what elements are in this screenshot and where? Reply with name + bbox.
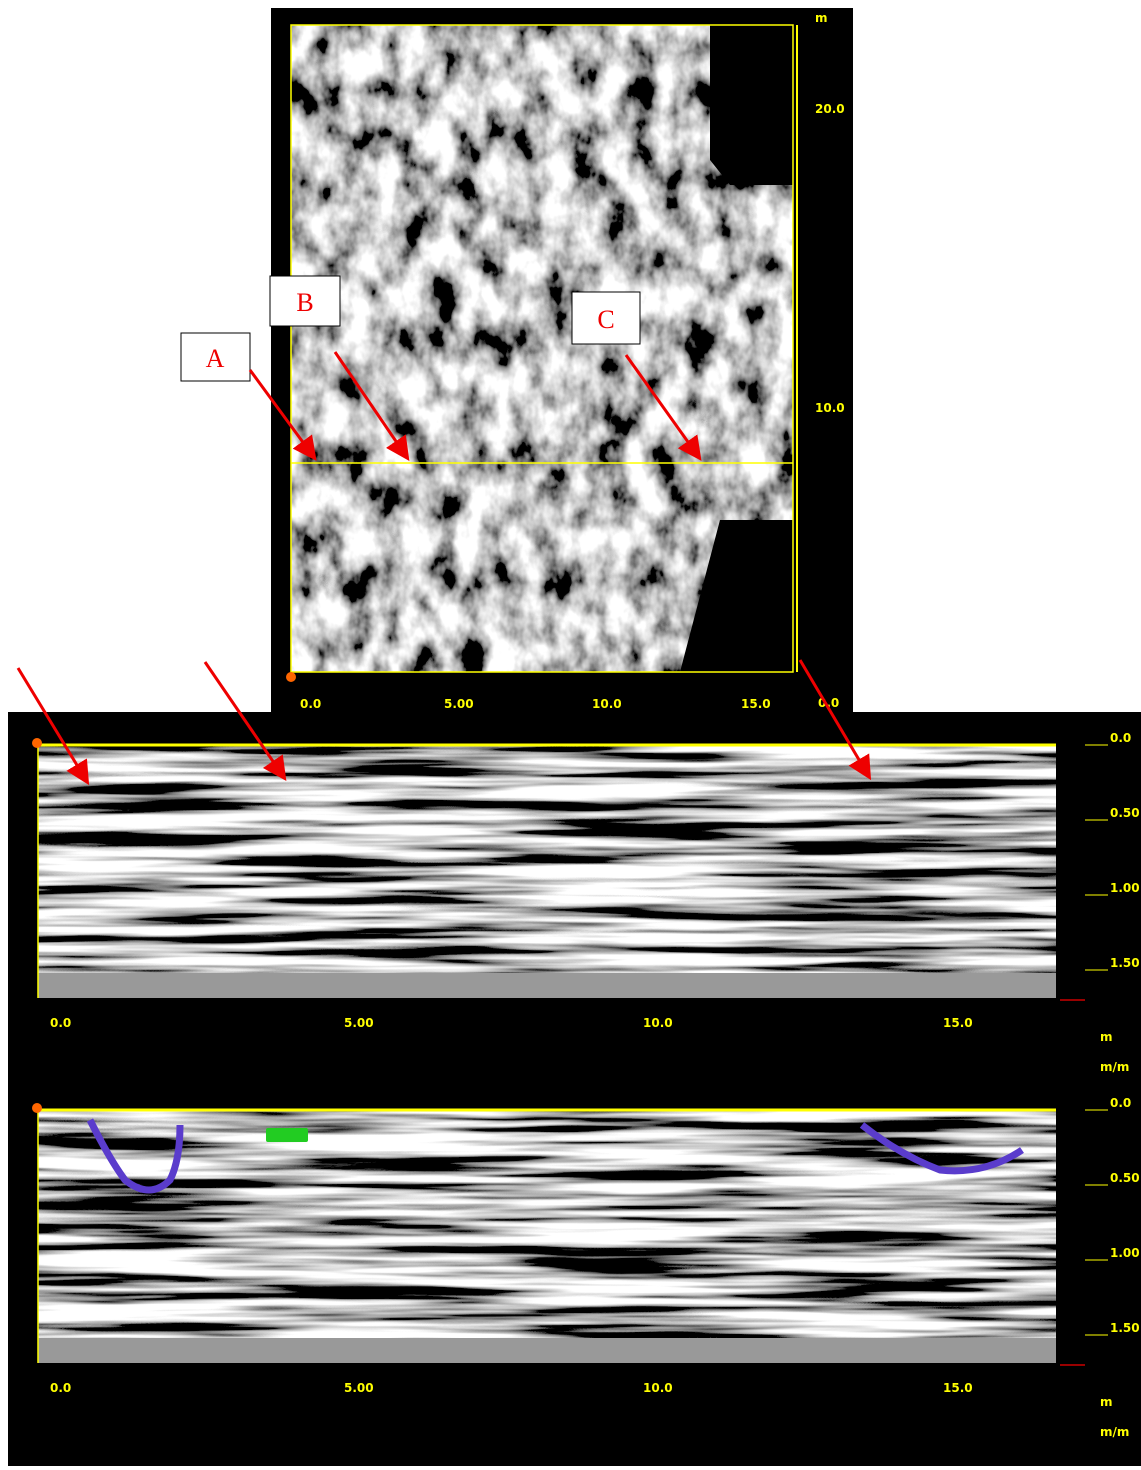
ground-band — [38, 973, 1056, 998]
unit-label: m/m — [1100, 1425, 1129, 1439]
x-tick-label: 10.0 — [643, 1381, 673, 1395]
marker-label: B — [296, 288, 313, 317]
depth-tick-label: 0.50 — [1110, 1171, 1140, 1185]
x-tick-label: 15.0 — [943, 1381, 973, 1395]
x-tick-label: 15.0 — [741, 697, 771, 711]
radargram — [38, 1110, 1056, 1340]
depth-tick-label: 10.0 — [815, 401, 845, 415]
x-tick-label: 5.00 — [344, 1016, 374, 1030]
origin-dot — [32, 738, 42, 748]
x-tick-label: 10.0 — [643, 1016, 673, 1030]
marker-label: C — [597, 305, 614, 334]
x-tick-label: 5.00 — [344, 1381, 374, 1395]
depth-tick-label: 1.00 — [1110, 1246, 1140, 1260]
x-tick-label: 10.0 — [592, 697, 622, 711]
marker-label: A — [206, 344, 225, 373]
ground-band — [38, 1338, 1056, 1363]
unit-label: m/m — [1100, 1060, 1129, 1074]
depth-tick-label: 1.50 — [1110, 956, 1140, 970]
x-tick-label: 0.0 — [300, 697, 321, 711]
depth-tick-label: 0.50 — [1110, 806, 1140, 820]
depth-tick-label: 20.0 — [815, 102, 845, 116]
unit-label: m — [1100, 1030, 1113, 1044]
figure: m 20.0 10.0 0.0 0.0 5.00 10.0 15.0 A B C… — [0, 0, 1141, 1466]
x-tick-label: 0.0 — [50, 1016, 71, 1030]
depth-tick-label: 1.50 — [1110, 1321, 1140, 1335]
depth-tick-label: 1.00 — [1110, 881, 1140, 895]
x-tick-label: 0.0 — [50, 1381, 71, 1395]
radargram — [38, 745, 1056, 975]
x-tick-label: 15.0 — [943, 1016, 973, 1030]
unit-label: m — [815, 11, 828, 25]
depth-tick-label: 0.0 — [1110, 1096, 1131, 1110]
unit-label: m — [1100, 1395, 1113, 1409]
plan-view: m 20.0 10.0 0.0 0.0 5.00 10.0 15.0 — [271, 8, 853, 712]
origin-dot — [32, 1103, 42, 1113]
depth-tick-label: 0.0 — [1110, 731, 1131, 745]
x-tick-label: 5.00 — [444, 697, 474, 711]
